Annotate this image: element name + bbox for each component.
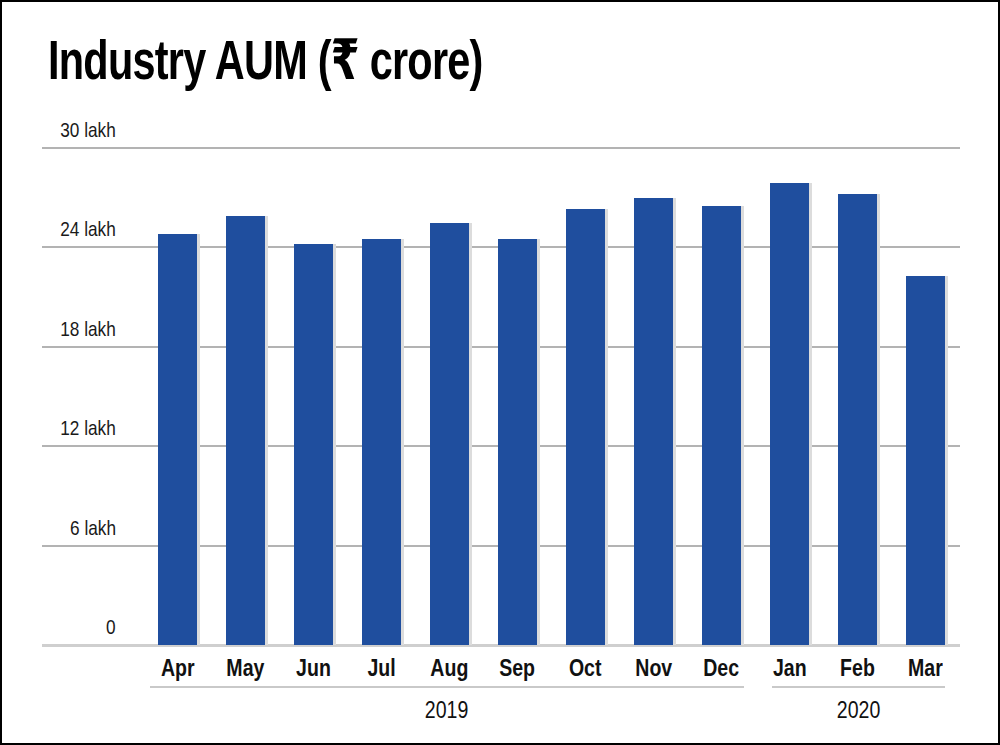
y-tick-label-6: 6 lakh (2, 515, 116, 541)
month-label-apr: Apr (144, 653, 212, 683)
bar-sep (498, 239, 537, 645)
year-group-underline-2020 (772, 686, 945, 688)
bar-apr (158, 234, 197, 645)
month-label-sep: Sep (484, 653, 552, 683)
month-label-text: Oct (569, 653, 602, 683)
month-label-text: Sep (500, 653, 536, 683)
month-label-text: Nov (635, 653, 672, 683)
year-group-underline-2019 (150, 686, 744, 688)
y-tick-text: 12 lakh (60, 415, 116, 441)
bar-aug (430, 223, 469, 645)
y-tick-label-24: 24 lakh (2, 216, 116, 242)
month-label-aug: Aug (416, 653, 484, 683)
plot-area: 30 lakh 24 lakh 18 lakh 12 lakh 6 lakh 0 Apr Ma… (2, 2, 1000, 745)
year-label-2020: 2020 (789, 695, 929, 725)
bar-dec (702, 206, 741, 645)
month-label-dec: Dec (688, 653, 756, 683)
gridline-30 (42, 147, 960, 149)
y-tick-text: 30 lakh (60, 117, 116, 143)
month-label-text: Feb (840, 653, 875, 683)
month-label-text: Mar (908, 653, 943, 683)
bar-nov (634, 198, 673, 645)
month-label-jun: Jun (280, 653, 348, 683)
month-label-mar: Mar (892, 653, 960, 683)
month-label-text: Jul (367, 653, 395, 683)
month-label-text: Apr (161, 653, 195, 683)
y-tick-text: 0 (106, 614, 116, 640)
chart-page: Industry AUM (₹ crore) 30 lakh24 lakh18 … (0, 0, 1000, 745)
month-label-text: Jan (773, 653, 807, 683)
bar-feb (838, 194, 877, 645)
month-label-oct: Oct (552, 653, 620, 683)
year-label-text: 2020 (837, 695, 880, 725)
month-label-feb: Feb (824, 653, 892, 683)
y-tick-label-12: 12 lakh (2, 415, 116, 441)
bar-jan (770, 183, 809, 645)
bar-jul (362, 239, 401, 645)
y-tick-text: 18 lakh (60, 316, 116, 342)
month-label-text: May (226, 653, 264, 683)
year-label-2019: 2019 (377, 695, 517, 725)
month-label-nov: Nov (620, 653, 688, 683)
bar-may (226, 216, 265, 645)
y-tick-label-18: 18 lakh (2, 316, 116, 342)
month-label-may: May (212, 653, 280, 683)
y-tick-text: 24 lakh (60, 216, 116, 242)
month-label-text: Dec (704, 653, 740, 683)
month-label-text: Jun (296, 653, 331, 683)
bar-jun (294, 244, 333, 645)
bar-oct (566, 209, 605, 645)
y-tick-label-0: 0 (2, 614, 116, 640)
year-label-text: 2019 (425, 695, 468, 725)
month-label-jan: Jan (756, 653, 824, 683)
y-tick-text: 6 lakh (70, 515, 116, 541)
y-tick-label-30: 30 lakh (2, 117, 116, 143)
month-label-jul: Jul (348, 653, 416, 683)
bar-mar (906, 276, 945, 645)
month-label-text: Aug (430, 653, 468, 683)
